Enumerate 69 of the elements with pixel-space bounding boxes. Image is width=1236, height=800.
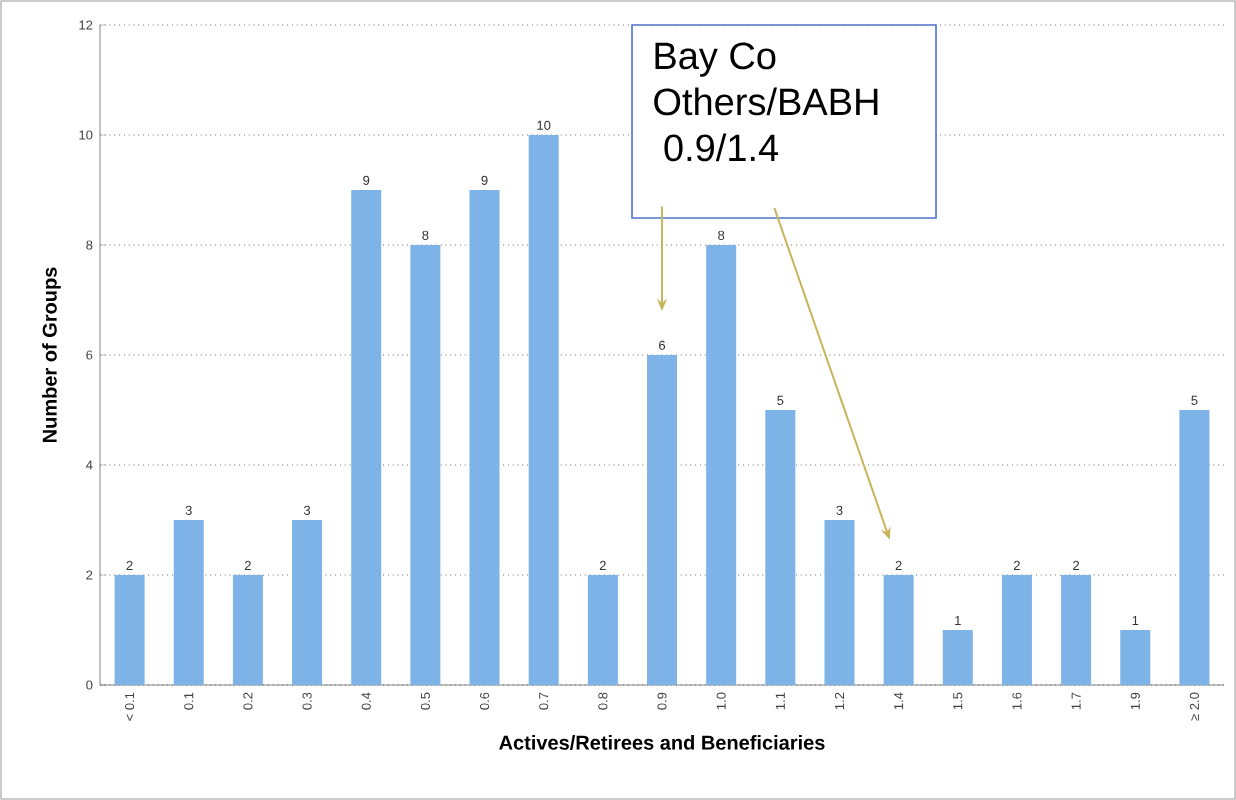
x-tick-label: 1.0: [716, 692, 726, 710]
bar: [706, 245, 737, 685]
x-tick-label: 0.7: [539, 692, 549, 710]
x-tick-label: 0.5: [420, 692, 430, 710]
y-tick-label: 2: [86, 570, 93, 580]
annotation: 0.9/1.4: [664, 133, 779, 162]
data-label: 2: [126, 560, 133, 570]
data-label: 9: [481, 175, 488, 185]
x-tick-label: 1.1: [775, 692, 785, 710]
data-label: 2: [1014, 560, 1020, 570]
data-label: 3: [185, 505, 192, 515]
data-label: 5: [1191, 395, 1198, 405]
bar: [292, 520, 323, 685]
bar: [528, 135, 559, 685]
bar: [942, 630, 973, 685]
data-label: 3: [303, 505, 311, 515]
y-tick-label: 10: [79, 130, 93, 140]
x-tick-label: 1.2: [834, 692, 845, 710]
data-label: 1: [955, 616, 961, 625]
x-tick-label: < 0.1: [125, 692, 135, 721]
x-tick-label: 1.5: [953, 692, 963, 710]
x-tick-label: 0.8: [598, 692, 608, 710]
x-tick-label: 0.6: [479, 692, 490, 710]
x-axis-title: Actives/Retirees and Beneficiaries: [499, 735, 825, 750]
data-label: 8: [718, 230, 725, 240]
x-tick-label: 1.9: [1130, 692, 1140, 710]
bar: [114, 575, 145, 685]
data-label: 9: [363, 175, 370, 185]
bar: [173, 520, 204, 685]
data-label: 2: [244, 560, 251, 570]
x-tick-label: 0.3: [302, 692, 312, 710]
bar: [587, 575, 618, 685]
data-label: 2: [599, 560, 606, 570]
bar: [1179, 410, 1210, 685]
data-label: 2: [1073, 560, 1080, 570]
x-tick-label: 1.6: [1012, 692, 1022, 710]
bar: [1120, 630, 1151, 685]
data-label: 8: [422, 230, 429, 240]
y-axis-title: Number of Groups: [42, 267, 61, 442]
annotation: Bay Co: [655, 42, 776, 77]
x-tick-label: 0.9: [657, 692, 667, 710]
y-tick-label: 12: [79, 20, 93, 30]
data-label: 1: [1132, 616, 1139, 625]
y-tick-label: 0: [86, 680, 93, 690]
y-tick-label: 6: [86, 350, 93, 360]
bar: [824, 520, 855, 685]
bar: [1061, 575, 1092, 685]
bar: [765, 410, 796, 685]
data-label: 2: [895, 560, 902, 570]
x-tick-label: 0.1: [184, 692, 194, 710]
annotation: Others/BABH: [654, 87, 878, 116]
bar: [410, 245, 441, 685]
bar: [647, 355, 678, 685]
data-label: 3: [836, 505, 843, 515]
data-label: 10: [537, 120, 551, 130]
bar: [469, 190, 500, 685]
y-tick-label: 4: [86, 460, 93, 470]
x-tick-label: ≥ 2.0: [1189, 692, 1200, 721]
bar: [883, 575, 914, 685]
x-tick-label: 1.7: [1071, 692, 1081, 710]
data-label: 5: [777, 395, 784, 405]
x-tick-label: 0.4: [361, 692, 371, 710]
bar: [232, 575, 263, 685]
bar: [1001, 575, 1032, 685]
data-label: 6: [659, 340, 666, 350]
x-tick-label: 1.4: [894, 692, 904, 710]
y-tick-label: 8: [86, 240, 93, 250]
x-tick-label: 0.2: [243, 692, 253, 710]
bar: [351, 190, 382, 685]
